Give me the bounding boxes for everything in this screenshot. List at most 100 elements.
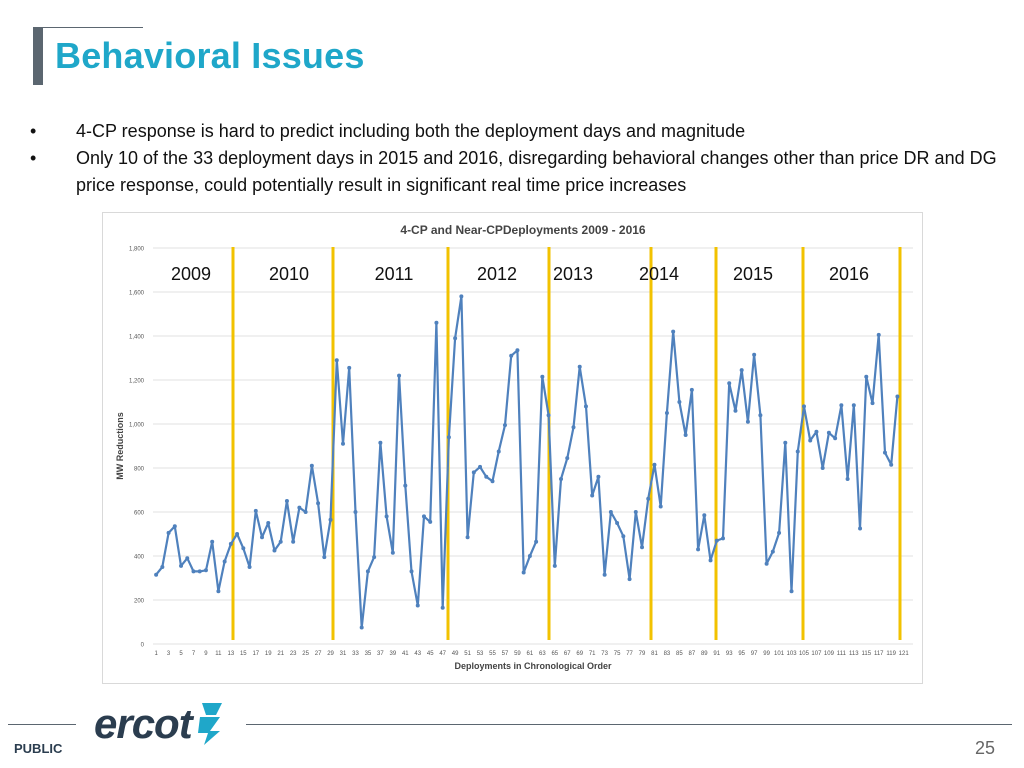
data-point bbox=[801, 404, 806, 409]
data-point bbox=[627, 577, 632, 582]
data-point bbox=[471, 470, 476, 475]
data-point bbox=[210, 539, 215, 544]
data-point bbox=[309, 463, 314, 468]
footer-divider-right bbox=[246, 724, 1012, 725]
x-tick-label: 5 bbox=[179, 651, 183, 657]
data-point bbox=[839, 403, 844, 408]
data-point bbox=[353, 510, 358, 514]
data-point bbox=[727, 381, 732, 386]
x-tick-label: 99 bbox=[763, 651, 770, 657]
data-point bbox=[291, 539, 296, 544]
data-point bbox=[284, 499, 289, 503]
x-tick-label: 17 bbox=[252, 651, 259, 657]
x-tick-label: 73 bbox=[601, 651, 608, 657]
data-point bbox=[515, 348, 520, 353]
data-point bbox=[808, 438, 813, 443]
x-tick-label: 9 bbox=[204, 651, 208, 657]
x-tick-label: 103 bbox=[787, 651, 798, 657]
data-point bbox=[721, 536, 725, 541]
data-point bbox=[882, 450, 887, 455]
ercot-logo: ercot bbox=[94, 700, 193, 747]
data-point bbox=[833, 436, 838, 441]
data-point bbox=[403, 483, 408, 488]
year-label: 2015 bbox=[733, 264, 773, 284]
data-point bbox=[677, 400, 682, 404]
data-point bbox=[764, 561, 769, 566]
y-tick-label: 1,000 bbox=[129, 423, 145, 429]
x-tick-label: 35 bbox=[365, 651, 372, 657]
data-point bbox=[683, 433, 688, 437]
data-point bbox=[534, 539, 539, 544]
x-tick-label: 71 bbox=[589, 651, 596, 657]
x-tick-label: 89 bbox=[701, 651, 708, 657]
data-point bbox=[889, 462, 894, 467]
data-point bbox=[608, 510, 613, 514]
bullet-text: Only 10 of the 33 deployment days in 201… bbox=[76, 148, 997, 195]
line-chart: 4-CP and Near-CPDeployments 2009 - 2016 0… bbox=[115, 223, 913, 671]
x-tick-label: 85 bbox=[676, 651, 683, 657]
x-tick-label: 77 bbox=[626, 651, 633, 657]
x-tick-label: 69 bbox=[576, 651, 583, 657]
x-tick-label: 19 bbox=[265, 651, 272, 657]
data-point bbox=[465, 535, 470, 540]
data-point bbox=[826, 430, 831, 435]
data-point bbox=[646, 496, 651, 501]
data-point bbox=[484, 474, 489, 479]
data-point bbox=[864, 374, 869, 379]
y-tick-label: 1,600 bbox=[129, 291, 145, 297]
data-point bbox=[316, 501, 321, 506]
x-tick-label: 23 bbox=[290, 651, 297, 657]
bullet-list: • 4-CP response is hard to predict inclu… bbox=[30, 118, 1010, 199]
data-point bbox=[434, 320, 439, 325]
y-tick-label: 1,200 bbox=[129, 379, 145, 385]
x-tick-label: 93 bbox=[726, 651, 733, 657]
x-tick-label: 7 bbox=[192, 651, 196, 657]
data-point bbox=[739, 368, 744, 373]
data-point bbox=[334, 358, 339, 363]
data-point bbox=[235, 532, 240, 536]
data-point bbox=[851, 403, 856, 408]
y-axis-label: MW Reductions bbox=[115, 412, 125, 480]
data-point bbox=[459, 294, 464, 299]
year-label: 2013 bbox=[553, 264, 593, 284]
page-number: 25 bbox=[975, 738, 996, 758]
data-point bbox=[783, 440, 788, 445]
data-point bbox=[714, 538, 719, 543]
year-label: 2010 bbox=[269, 264, 309, 284]
data-point bbox=[633, 510, 638, 514]
data-point bbox=[546, 413, 551, 418]
data-point bbox=[577, 364, 582, 369]
x-tick-label: 67 bbox=[564, 651, 571, 657]
data-point bbox=[179, 563, 184, 568]
bullet-item: • Only 10 of the 33 deployment days in 2… bbox=[30, 145, 1010, 199]
x-tick-label: 49 bbox=[452, 651, 459, 657]
data-point bbox=[820, 466, 825, 470]
data-point bbox=[870, 401, 875, 406]
data-point bbox=[789, 589, 794, 594]
x-tick-label: 117 bbox=[874, 651, 884, 657]
data-point bbox=[565, 456, 570, 461]
data-point bbox=[191, 569, 196, 574]
y-tick-label: 1,800 bbox=[129, 247, 145, 253]
x-tick-label: 65 bbox=[551, 651, 558, 657]
series-line bbox=[155, 295, 899, 629]
data-point bbox=[671, 329, 676, 334]
data-point bbox=[640, 545, 645, 550]
data-point bbox=[615, 521, 620, 525]
data-point bbox=[814, 429, 819, 434]
bullet-marker: • bbox=[30, 148, 37, 168]
data-point bbox=[602, 572, 607, 577]
data-point bbox=[228, 541, 233, 546]
data-point bbox=[621, 534, 626, 539]
x-tick-label: 95 bbox=[738, 651, 745, 657]
x-tick-label: 45 bbox=[427, 651, 434, 657]
data-point bbox=[733, 408, 738, 413]
data-point bbox=[658, 504, 663, 509]
data-point bbox=[795, 449, 800, 454]
data-point bbox=[708, 558, 713, 563]
data-point bbox=[895, 394, 900, 399]
x-tick-label: 55 bbox=[489, 651, 496, 657]
x-axis-label: Deployments in Chronological Order bbox=[454, 661, 612, 671]
data-point bbox=[378, 440, 383, 445]
x-tick-label: 113 bbox=[849, 651, 859, 657]
